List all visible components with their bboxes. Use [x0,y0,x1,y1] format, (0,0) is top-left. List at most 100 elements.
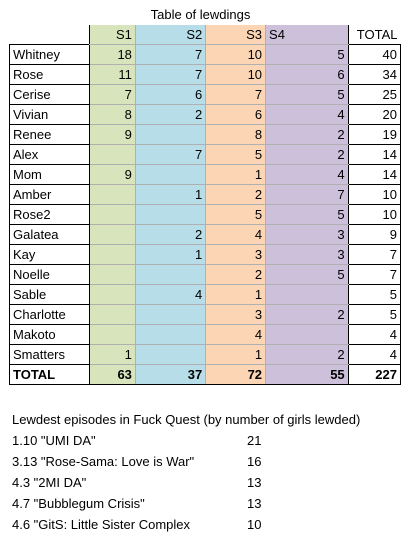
cell-s4 [265,324,349,345]
cell-total: 19 [347,124,401,145]
cell-s3: 4 [205,324,267,345]
table-row: Amber 1 2 7 10 [8,184,401,205]
cell-s1 [89,204,136,225]
cell-s1 [89,144,136,165]
cell-name: Charlotte [8,304,91,325]
episode-row: 4.6 "GitS: Little Sister Complex 10 [12,514,397,535]
cell-s2: 7 [135,144,207,165]
episode-count: 10 [247,517,262,532]
table-row: Cerise 7 6 7 5 25 [8,84,401,105]
cell-s2: 1 [135,184,207,205]
cell-s3: 1 [205,344,267,365]
cell-s2 [135,304,207,325]
cell-total: 14 [347,164,401,185]
cell-s3: 7 [205,84,267,105]
cell-s1 [89,264,136,285]
episodes-section: Lewdest episodes in Fuck Quest (by numbe… [12,409,397,535]
cell-total: 4 [347,324,401,345]
episode-title: 3.13 "Rose-Sama: Love is War" [12,454,195,469]
cell-s4: 3 [265,224,349,245]
cell-name: Kay [8,244,91,265]
episode-row: 4.3 "2MI DA" 13 [12,472,397,493]
cell-s3: 3 [205,304,267,325]
table-row: Galatea 2 4 3 9 [8,224,401,245]
cell-s2: 2 [135,224,207,245]
episode-count: 13 [247,475,262,490]
cell-s1 [89,304,136,325]
cell-s4: 2 [265,124,349,145]
episode-row: 1.10 "UMI DA" 21 [12,430,397,451]
cell-s3: 2 [205,264,267,285]
episode-title: 4.3 "2MI DA" [12,475,87,490]
cell-s3: 2 [205,184,267,205]
table-row: Sable 4 1 5 [8,284,401,305]
cell-s3: 72 [205,364,267,385]
episode-title: 4.6 "GitS: Little Sister Complex [12,517,191,532]
cell-s2: 6 [135,84,207,105]
cell-s2 [135,124,207,145]
cell-s1: 8 [89,104,136,125]
cell-total: 40 [347,44,401,65]
cell-total: 25 [347,84,401,105]
table-row: Vivian 8 2 6 4 20 [8,104,401,125]
cell-s4: 7 [265,184,349,205]
cell-name: Rose2 [8,204,91,225]
episode-title: 1.10 "UMI DA" [12,433,96,448]
table-title: Table of lewdings [150,7,251,22]
cell-s4: 5 [265,84,349,105]
cell-s4: 2 [265,344,349,365]
cell-name: Amber [8,184,91,205]
cell-total: 9 [347,224,401,245]
episode-row: 4.7 "Bubblegum Crisis" 13 [12,493,397,514]
cell-s3: 5 [205,204,267,225]
cell-s1: 7 [89,84,136,105]
table-row: Rose 11 7 10 6 34 [8,64,401,85]
cell-name: Noelle [8,264,91,285]
cell-name: Vivian [8,104,91,125]
cell-s4: 5 [265,44,349,65]
cell-s4: 2 [265,304,349,325]
table-row: Smatters 1 1 2 4 [8,344,401,365]
episode-count: 16 [247,454,262,469]
cell-total: 7 [347,264,401,285]
cell-s2: 4 [135,284,207,305]
cell-s4: 5 [265,204,349,225]
cell-name: Alex [8,144,91,165]
header-row: S1 S2 S3 S4 TOTAL [10,25,401,45]
episode-count: 13 [247,496,262,511]
cell-s1 [89,184,136,205]
cell-s4: 55 [265,364,349,385]
cell-s2: 2 [135,104,207,125]
cell-s1 [89,224,136,245]
cell-s2 [135,324,207,345]
episodes-list: 1.10 "UMI DA" 21 3.13 "Rose-Sama: Love is … [12,430,397,535]
header-name [10,25,90,45]
cell-name: Smatters [8,344,91,365]
cell-name: Makoto [8,324,91,345]
table-row: Makoto 4 4 [8,324,401,345]
cell-s1: 9 [89,124,136,145]
cell-s2 [135,264,207,285]
table-row: Mom 9 1 4 14 [8,164,401,185]
cell-s1: 9 [89,164,136,185]
cell-total: 5 [347,284,401,305]
cell-name: Cerise [8,84,91,105]
cell-total: 227 [347,364,401,385]
cell-name: Sable [8,284,91,305]
cell-total: 10 [347,204,401,225]
cell-name: Rose [8,64,91,85]
cell-s3: 8 [205,124,267,145]
table-row: Rose2 5 5 10 [8,204,401,225]
cell-s1: 18 [89,44,136,65]
cell-s1: 63 [89,364,136,385]
episode-title: 4.7 "Bubblegum Crisis" [12,496,145,511]
cell-s2: 7 [135,44,207,65]
cell-s4: 4 [265,104,349,125]
header-total: TOTAL [347,25,401,45]
episode-count: 21 [247,433,262,448]
cell-s2 [135,164,207,185]
cell-s2 [135,204,207,225]
cell-s3: 1 [205,284,267,305]
header-s4: S4 [265,25,349,45]
cell-s3: 1 [205,164,267,185]
